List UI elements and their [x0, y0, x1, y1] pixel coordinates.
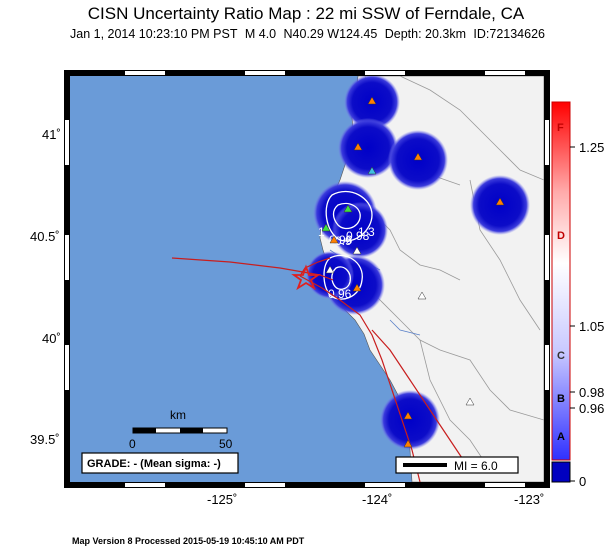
colorbar-tick: 0 — [579, 474, 586, 489]
colorbar-tick: 0.96 — [579, 401, 604, 416]
colorbar-tick: 0.98 — [579, 385, 604, 400]
epicenter-star — [291, 264, 321, 291]
axis-labels: -125˚ -124˚ -123˚ 41˚ 40.5˚ 40˚ 39.5˚ — [30, 127, 544, 507]
lat-tick-label: 39.5˚ — [30, 432, 60, 447]
event-depth: Depth: 20.3km — [384, 27, 467, 41]
stations — [321, 96, 505, 448]
lon-tick-label: -123˚ — [514, 492, 544, 507]
contours — [323, 190, 373, 300]
grade-letter: C — [557, 350, 565, 362]
contour-label: 1 — [318, 225, 325, 239]
colorbar-tick: 1.05 — [579, 319, 604, 334]
grade-letter: B — [557, 393, 565, 405]
grade-label: GRADE: - (Mean sigma: -) — [87, 458, 221, 470]
map-area: 1 0.96 0.9 0.98 1.3 0.96 — [70, 76, 544, 482]
scale-bar: km 0 50 — [129, 408, 233, 451]
contour-label: 0.98 — [346, 229, 370, 243]
lat-tick-label: 40˚ — [42, 331, 61, 346]
footer-version: Map Version 8 Processed 2015-05-19 10:45… — [72, 536, 305, 546]
contour-labels: 1 0.96 0.9 0.98 1.3 0.96 — [318, 225, 375, 301]
event-info: Jan 1, 2014 10:23:10 PM PST M 4.0 N40.29… — [70, 27, 545, 41]
contour-label: 0.96 — [328, 287, 352, 301]
lat-tick-label: 41˚ — [42, 127, 61, 142]
event-date: Jan 1, 2014 10:23:10 PM PST — [70, 27, 238, 41]
scale-min: 0 — [129, 437, 136, 451]
grade-letter: A — [557, 431, 565, 443]
contour-label: 0.96 — [329, 233, 353, 247]
lat-tick-label: 40.5˚ — [30, 229, 60, 244]
mi-label: MI = 6.0 — [454, 459, 498, 473]
colorbar: F D C B A 1.25 1.05 0.98 0.96 0 — [551, 101, 604, 489]
colorbar-tick: 1.25 — [579, 140, 604, 155]
grade-letter: D — [557, 230, 565, 242]
event-magnitude: M 4.0 — [244, 27, 277, 41]
grade-letter: F — [557, 122, 564, 134]
contour-label: 1.3 — [358, 225, 375, 239]
mi-legend: MI = 6.0 — [395, 456, 519, 474]
fault-lines — [171, 257, 471, 482]
event-location: N40.29 W124.45 — [283, 27, 378, 41]
grade-box: GRADE: - (Mean sigma: -) — [81, 452, 239, 474]
map-title: CISN Uncertainty Ratio Map : 22 mi SSW o… — [87, 4, 525, 23]
scale-unit: km — [170, 408, 186, 422]
contour-label: 0.9 — [335, 234, 352, 248]
event-id: ID:72134626 — [473, 27, 545, 41]
lon-tick-label: -125˚ — [207, 492, 237, 507]
scale-max: 50 — [219, 437, 233, 451]
lon-tick-label: -124˚ — [362, 492, 392, 507]
